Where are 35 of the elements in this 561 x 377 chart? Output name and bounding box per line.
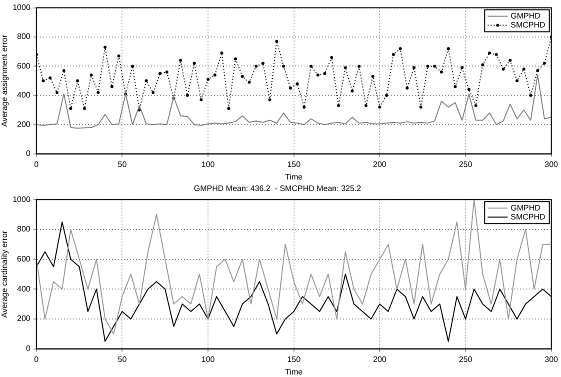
x-tick-label: 100 (201, 354, 216, 364)
x-tick-label: 150 (287, 354, 302, 364)
x-axis-title: Time (285, 367, 304, 376)
chart-title: GMPHD Mean: 436.2 - SMCPHD Mean: 325.2 (194, 184, 362, 194)
y-tick-label: 600 (17, 254, 31, 264)
x-tick-label: 200 (373, 160, 387, 169)
y-tick-label: 800 (17, 32, 31, 42)
y-tick-label: 600 (17, 61, 31, 70)
x-axis-title: Time (285, 172, 304, 182)
y-tick-label: 800 (17, 224, 31, 234)
legend-label: GMPHD (510, 12, 541, 21)
y-tick-label: 0 (26, 344, 31, 354)
y-tick-label: 400 (17, 90, 31, 100)
y-axis-title: Average assignment error (0, 34, 10, 127)
x-tick-label: 300 (544, 160, 559, 169)
y-tick-label: 200 (17, 120, 31, 129)
x-tick-label: 0 (34, 160, 40, 169)
legend-label: GMPHD (510, 203, 541, 212)
x-tick-label: 50 (118, 354, 128, 364)
y-tick-label: 1000 (12, 194, 31, 204)
x-tick-label: 300 (544, 354, 559, 364)
legend-label: SMCPHD (510, 20, 546, 30)
x-tick-label: 0 (34, 354, 40, 364)
y-tick-label: 0 (26, 149, 31, 158)
y-axis-title: Average cardinality error (0, 230, 10, 318)
legend-label: SMCPHD (510, 212, 546, 222)
x-tick-label: 250 (458, 354, 473, 364)
x-tick-label: 200 (373, 354, 387, 364)
y-tick-label: 400 (17, 284, 31, 294)
x-tick-label: 250 (458, 160, 473, 169)
y-tick-label: 1000 (12, 3, 31, 12)
x-tick-label: 100 (201, 160, 216, 169)
x-tick-label: 150 (287, 160, 302, 169)
y-tick-label: 200 (17, 314, 31, 324)
x-tick-label: 50 (118, 160, 128, 169)
